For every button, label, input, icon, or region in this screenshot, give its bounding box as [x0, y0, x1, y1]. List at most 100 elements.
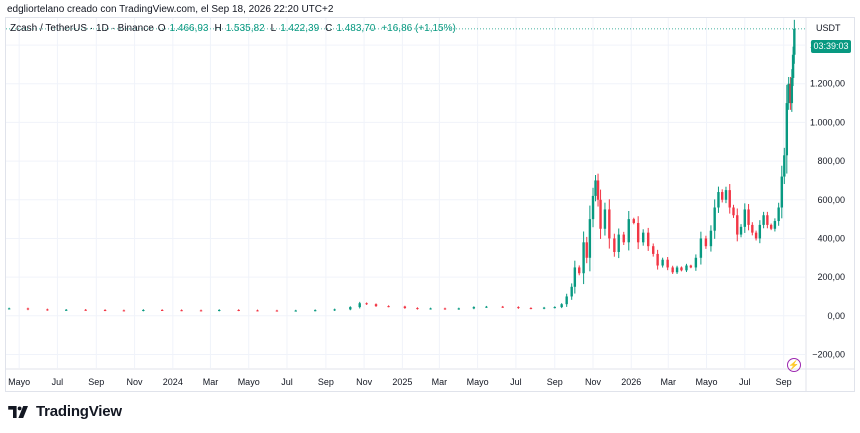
- candle-body: [501, 306, 504, 308]
- last-price-tag: 03:39:03: [811, 40, 851, 53]
- time-tick-label: Mayo: [238, 377, 260, 387]
- candle-body: [517, 307, 520, 309]
- candle-body: [608, 209, 611, 239]
- time-axis: Mayo Jul Sep Nov 2024 Mar Mayo Jul Sep Nov 2025 Mar…: [8, 377, 792, 387]
- candle-body: [754, 232, 758, 239]
- candle-body: [773, 221, 777, 229]
- candle-body: [542, 307, 546, 309]
- candle-body: [762, 215, 765, 225]
- candle-body: [689, 265, 693, 268]
- low-value: 1.422,39: [280, 23, 320, 34]
- candle-body: [790, 77, 794, 104]
- candle-body: [699, 238, 703, 258]
- price-axis: 1.400,001.200,001.000,00800,00600,00400,…: [810, 40, 845, 359]
- currency-label[interactable]: USDT: [816, 23, 841, 33]
- time-tick-label: Jul: [739, 377, 751, 387]
- series-layer: [7, 19, 796, 312]
- candle-body: [26, 308, 30, 310]
- candle-body: [656, 253, 659, 266]
- time-tick-label: Sep: [776, 377, 792, 387]
- time-tick-label: 2026: [621, 377, 641, 387]
- candle-body: [717, 192, 720, 208]
- brand-name: TradingView: [36, 403, 122, 420]
- candle-body: [374, 304, 378, 307]
- price-tick-label: −200,00: [812, 349, 845, 359]
- candle-body: [747, 209, 750, 225]
- lightning-icon[interactable]: ⚡: [787, 358, 801, 372]
- candle-body: [416, 308, 419, 310]
- candle-body: [472, 307, 476, 309]
- time-tick-label: Jul: [52, 377, 64, 387]
- candle-body: [680, 267, 683, 271]
- candle-body: [661, 259, 664, 266]
- candle-body: [573, 267, 577, 287]
- candle-body: [783, 155, 786, 177]
- candle-body: [275, 310, 279, 312]
- candle-body: [46, 309, 49, 311]
- candle-body: [596, 180, 600, 200]
- candle-body: [743, 209, 746, 227]
- candle-body: [789, 83, 792, 104]
- bar-countdown: 03:39:03: [813, 41, 849, 51]
- snapshot-caption: edgliortelano creado con TradingView.com…: [7, 4, 334, 15]
- candle-body: [704, 238, 708, 247]
- candle-body: [560, 304, 563, 308]
- candle-body: [603, 209, 607, 229]
- candle-body: [728, 190, 731, 208]
- symbol-title[interactable]: Zcash / TetherUS · 1D · Binance: [10, 23, 154, 34]
- candle-body: [591, 195, 595, 220]
- candle-body: [485, 306, 488, 308]
- candle-body: [652, 246, 655, 254]
- price-tick-label: 1.200,00: [810, 79, 845, 89]
- candle-body: [122, 310, 126, 312]
- time-tick-label: Jul: [281, 377, 293, 387]
- time-tick-label: 2025: [392, 377, 412, 387]
- candle-body: [142, 309, 145, 311]
- candle-body: [578, 267, 581, 274]
- candle-body: [709, 230, 713, 247]
- candle-body: [65, 309, 68, 311]
- candle-body: [529, 308, 533, 310]
- candle-body: [256, 310, 259, 312]
- candle-body: [694, 257, 698, 268]
- candle-body: [594, 180, 597, 196]
- open-value: 1.466,93: [169, 23, 209, 34]
- high-key: H: [214, 23, 222, 34]
- open-key: O: [157, 23, 166, 34]
- candle-body: [403, 306, 407, 309]
- price-tick-label: 0,00: [827, 311, 845, 321]
- low-key: L: [270, 23, 277, 34]
- time-tick-label: Nov: [585, 377, 602, 387]
- candle-body: [769, 224, 773, 229]
- candle-body: [647, 232, 650, 247]
- time-tick-label: Mayo: [8, 377, 30, 387]
- candle-body: [553, 307, 556, 309]
- candle-body: [7, 308, 11, 310]
- candle-body: [333, 309, 336, 311]
- time-tick-label: Mar: [203, 377, 219, 387]
- time-tick-label: Sep: [88, 377, 104, 387]
- price-tick-label: 600,00: [817, 195, 845, 205]
- candle-body: [671, 267, 674, 273]
- candle-body: [666, 259, 669, 268]
- time-tick-label: Nov: [127, 377, 144, 387]
- tradingview-logo-icon: [8, 405, 28, 418]
- tradingview-brand[interactable]: TradingView: [8, 403, 122, 420]
- time-tick-label: Mar: [661, 377, 677, 387]
- chart-frame[interactable]: [5, 17, 855, 392]
- candle-body: [766, 215, 769, 225]
- candle-body: [365, 303, 368, 305]
- candle-body: [758, 224, 762, 239]
- candle-body: [387, 306, 390, 308]
- candle-body: [751, 224, 754, 233]
- candle-body: [721, 192, 724, 200]
- candle-body: [457, 308, 461, 310]
- candle-body: [218, 309, 221, 311]
- time-tick-label: Nov: [356, 377, 373, 387]
- time-tick-label: Jul: [510, 377, 522, 387]
- candle-body: [636, 222, 640, 243]
- high-value: 1.535,82: [225, 23, 265, 34]
- candle-body: [588, 219, 592, 258]
- symbol-legend[interactable]: Zcash / TetherUS · 1D · Binance O 1.466,9…: [10, 23, 456, 34]
